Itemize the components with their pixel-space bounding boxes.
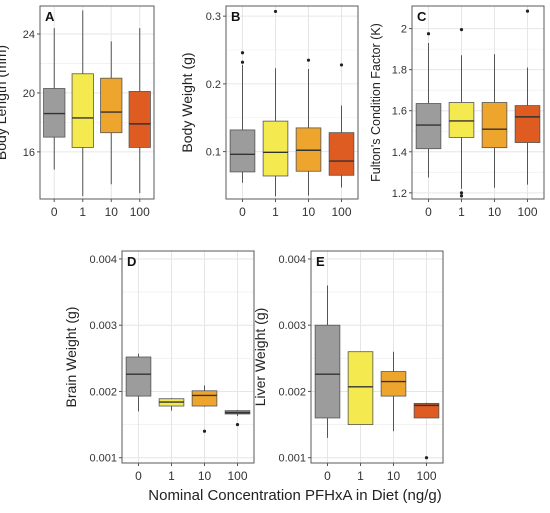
y-tick-label: 2 — [401, 24, 407, 36]
x-tick-label: 100 — [517, 205, 537, 219]
box-iqr — [514, 105, 541, 143]
panel-a: 16 20 24 0 1 10 100 A Body Length (mm) — [0, 5, 155, 219]
x-tick-label: 100 — [331, 205, 351, 219]
panel-letter: E — [316, 254, 325, 269]
x-tick-label: 1 — [272, 205, 279, 219]
box-iqr — [71, 73, 94, 148]
box-iqr — [413, 402, 440, 419]
box-outlier-point — [273, 9, 278, 14]
x-tick-label: 100 — [227, 469, 247, 483]
x-tick-label: 0 — [324, 469, 331, 483]
box-iqr — [262, 120, 289, 177]
box-iqr — [448, 102, 475, 138]
y-axis-label: Liver Weight (g) — [252, 308, 268, 407]
y-axis-label: Body Length (mm) — [0, 45, 9, 160]
y-tick-label: 0.1 — [206, 147, 221, 159]
y-tick-label: 1.6 — [392, 106, 407, 118]
box-outlier-point — [202, 429, 207, 433]
box-iqr — [328, 132, 355, 176]
x-tick-label: 1 — [79, 205, 86, 219]
box-outlier-point — [424, 456, 429, 460]
x-tick-label: 10 — [488, 205, 502, 219]
y-tick-label: 24 — [23, 29, 35, 41]
y-tick-label: 0.002 — [278, 386, 306, 398]
x-tick-label: 100 — [130, 205, 150, 219]
box-outlier-point — [426, 32, 431, 36]
x-tick-label: 0 — [51, 205, 58, 219]
box-outlier-point — [235, 422, 240, 427]
y-tick-label: 1.8 — [392, 65, 407, 77]
box-outlier-point — [339, 63, 344, 67]
box-iqr — [481, 102, 508, 149]
y-tick-label: 20 — [23, 88, 35, 100]
x-tick-label: 1 — [168, 469, 175, 483]
panel-background — [412, 6, 544, 199]
y-tick-label: 0.2 — [206, 79, 221, 91]
panel-d: 0.001 0.002 0.003 0.004 0 1 10 100 D Brain Weight… — [63, 250, 255, 483]
y-axis-label: Brain Weight (g) — [63, 307, 79, 408]
box-iqr — [415, 103, 442, 150]
common-x-axis-label: Nominal Concentration PFHxA in Diet (ng/… — [148, 487, 441, 504]
y-tick-label: 0.003 — [89, 320, 117, 332]
y-axis-label: Fulton's Condition Factor (K) — [369, 23, 383, 182]
box-iqr — [380, 371, 407, 397]
box-outlier-point — [459, 28, 464, 32]
x-tick-label: 0 — [135, 469, 142, 483]
box-iqr — [100, 77, 123, 134]
y-tick-label: 0.002 — [89, 386, 117, 398]
box-iqr — [347, 351, 374, 425]
panel-letter: C — [417, 9, 427, 24]
panel-c: 1.2 1.4 1.6 1.8 2 0 1 10 100 C Fulton's Condition … — [369, 5, 545, 219]
box-outlier-point — [525, 9, 530, 13]
y-tick-label: 0.3 — [206, 11, 221, 23]
panel-border — [310, 250, 444, 464]
x-tick-label: 100 — [416, 469, 436, 483]
box-iqr — [125, 356, 152, 397]
x-tick-label: 10 — [387, 469, 401, 483]
y-tick-label: 1.4 — [392, 147, 407, 159]
y-tick-label: 0.001 — [89, 453, 117, 465]
panel-letter: A — [45, 9, 55, 24]
box-iqr — [314, 324, 341, 419]
box-iqr — [191, 390, 218, 407]
panel-border — [411, 5, 545, 200]
panel-e: 0.001 0.002 0.003 0.004 0 1 10 100 E Liver Weight… — [252, 250, 444, 483]
y-tick-label: 1.2 — [392, 188, 407, 200]
panel-border — [225, 5, 359, 200]
panel-letter: D — [127, 254, 136, 269]
panel-b: 0.1 0.2 0.3 0 1 10 100 B Body Weight (g) — [179, 5, 359, 219]
x-tick-label: 1 — [357, 469, 364, 483]
x-tick-label: 0 — [425, 205, 432, 219]
panel-border — [39, 5, 155, 200]
box-iqr — [43, 88, 66, 138]
y-tick-label: 0.003 — [278, 320, 306, 332]
x-tick-label: 1 — [458, 205, 465, 219]
panel-letter: B — [231, 9, 240, 24]
x-tick-label: 0 — [239, 205, 246, 219]
box-outlier-point — [240, 60, 245, 64]
box-outlier-point — [306, 58, 311, 62]
x-tick-label: 10 — [105, 205, 119, 219]
y-tick-label: 0.004 — [89, 254, 117, 266]
box-iqr — [128, 91, 151, 148]
box-outlier-point — [240, 51, 245, 55]
panel-border — [121, 250, 255, 464]
box-outlier-point — [459, 194, 464, 198]
y-tick-label: 16 — [23, 147, 35, 159]
box-outlier-point — [459, 191, 464, 195]
box-iqr — [229, 129, 256, 173]
x-tick-label: 10 — [302, 205, 316, 219]
y-tick-label: 0.004 — [278, 254, 306, 266]
y-tick-label: 0.001 — [278, 453, 306, 465]
x-tick-label: 10 — [198, 469, 212, 483]
y-axis-label: Body Weight (g) — [179, 52, 195, 152]
